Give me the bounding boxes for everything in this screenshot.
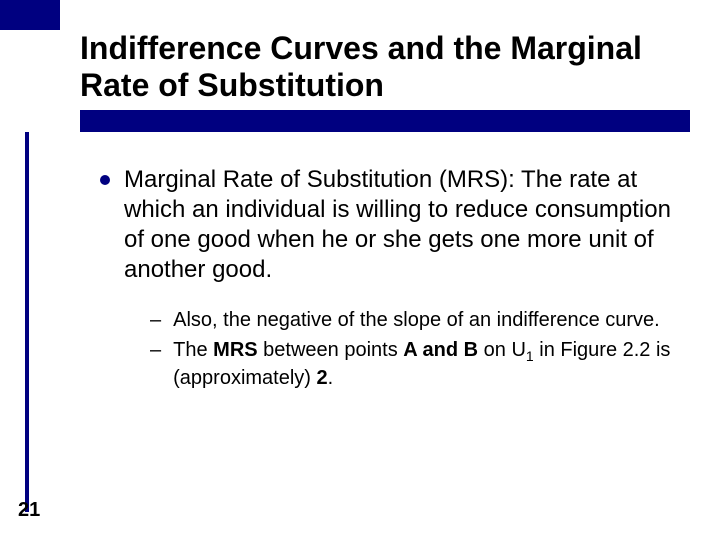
content-area: Marginal Rate of Substitution (MRS): The… (100, 165, 680, 395)
page-number: 21 (18, 499, 40, 522)
sub2-mid1: between points (258, 339, 404, 361)
corner-accent-block (0, 0, 60, 30)
sub2-subscript: 1 (526, 348, 534, 364)
sub-bullet-list: – Also, the negative of the slope of an … (150, 307, 680, 391)
title-underline-bar (80, 110, 690, 132)
slide-title: Indifference Curves and the Marginal Rat… (80, 30, 680, 104)
title-area: Indifference Curves and the Marginal Rat… (80, 30, 680, 104)
sub2-prefix: The (173, 339, 213, 361)
sub-bullet-row: – Also, the negative of the slope of an … (150, 307, 680, 333)
sub2-bold-mrs: MRS (213, 339, 257, 361)
sub2-mid2: on U (478, 339, 526, 361)
main-bullet-row: Marginal Rate of Substitution (MRS): The… (100, 165, 680, 285)
sub2-suffix: . (328, 367, 334, 389)
dash-icon: – (150, 337, 161, 363)
sub2-bold-ab: A and B (403, 339, 478, 361)
vertical-accent-line (25, 132, 29, 512)
sub-bullet-2-text: The MRS between points A and B on U1 in … (173, 337, 680, 391)
dash-icon: – (150, 307, 161, 333)
sub-bullet-1-text: Also, the negative of the slope of an in… (173, 307, 660, 333)
main-bullet-text: Marginal Rate of Substitution (MRS): The… (124, 165, 680, 285)
sub-bullet-row: – The MRS between points A and B on U1 i… (150, 337, 680, 391)
sub2-bold-value: 2 (317, 367, 328, 389)
bullet-dot-icon (100, 175, 110, 185)
